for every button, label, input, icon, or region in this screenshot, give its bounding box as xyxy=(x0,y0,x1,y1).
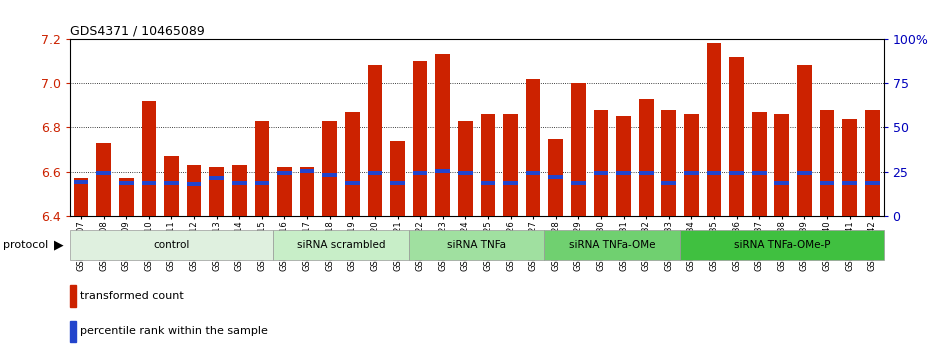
Bar xyxy=(865,181,880,185)
FancyBboxPatch shape xyxy=(409,230,544,260)
Bar xyxy=(797,171,812,175)
Bar xyxy=(119,178,134,216)
Bar xyxy=(323,173,337,177)
Bar xyxy=(593,171,608,176)
Bar xyxy=(413,61,428,216)
Bar xyxy=(209,167,224,216)
Bar xyxy=(367,171,382,176)
Bar xyxy=(843,119,857,216)
Text: siRNA TNFa-OMe-P: siRNA TNFa-OMe-P xyxy=(734,240,830,250)
Bar xyxy=(413,171,428,175)
Bar xyxy=(843,181,857,185)
Bar xyxy=(503,114,518,216)
Bar xyxy=(661,181,676,185)
Text: protocol: protocol xyxy=(3,240,48,250)
Bar xyxy=(97,143,111,216)
Bar xyxy=(277,167,292,216)
Bar xyxy=(345,112,360,216)
Bar xyxy=(323,121,337,216)
Bar xyxy=(277,171,292,175)
Bar xyxy=(299,169,314,173)
Bar xyxy=(819,181,834,185)
Bar xyxy=(345,181,360,185)
Bar xyxy=(70,285,75,307)
Bar xyxy=(255,181,269,185)
Text: percentile rank within the sample: percentile rank within the sample xyxy=(80,326,268,336)
Bar xyxy=(797,65,812,216)
Bar xyxy=(391,141,405,216)
Bar xyxy=(571,181,586,185)
Bar xyxy=(775,181,790,185)
Bar xyxy=(70,321,75,342)
Text: transformed count: transformed count xyxy=(80,291,184,301)
Bar xyxy=(232,181,246,185)
Text: siRNA TNFa-OMe: siRNA TNFa-OMe xyxy=(569,240,656,250)
Bar xyxy=(503,181,518,185)
Bar xyxy=(707,44,722,216)
Text: siRNA TNFa: siRNA TNFa xyxy=(447,240,506,250)
Bar xyxy=(481,181,496,185)
Bar xyxy=(187,182,202,186)
Bar xyxy=(571,83,586,216)
Bar xyxy=(164,181,179,185)
Bar xyxy=(367,65,382,216)
Bar xyxy=(684,114,698,216)
Bar xyxy=(255,121,269,216)
Bar xyxy=(617,116,631,216)
Bar xyxy=(751,112,766,216)
Bar xyxy=(729,57,744,216)
Bar xyxy=(819,110,834,216)
Text: control: control xyxy=(153,240,190,250)
Bar xyxy=(391,181,405,185)
FancyBboxPatch shape xyxy=(544,230,680,260)
Bar xyxy=(435,169,450,173)
Text: GDS4371 / 10465089: GDS4371 / 10465089 xyxy=(70,25,205,38)
Bar xyxy=(751,171,766,175)
FancyBboxPatch shape xyxy=(70,230,273,260)
Bar xyxy=(729,171,744,175)
Bar xyxy=(549,138,563,216)
Bar xyxy=(481,114,496,216)
Bar xyxy=(639,99,654,216)
FancyBboxPatch shape xyxy=(680,230,884,260)
Bar xyxy=(593,110,608,216)
Bar xyxy=(775,114,790,216)
Bar xyxy=(707,171,722,175)
Bar xyxy=(661,110,676,216)
Bar xyxy=(684,171,698,176)
Bar xyxy=(525,79,540,216)
Bar xyxy=(97,171,111,175)
Bar xyxy=(458,121,472,216)
Bar xyxy=(639,171,654,175)
Bar xyxy=(209,176,224,180)
Text: siRNA scrambled: siRNA scrambled xyxy=(297,240,385,250)
Text: ▶: ▶ xyxy=(54,239,63,252)
Bar xyxy=(458,171,472,175)
Bar xyxy=(73,180,88,184)
Bar xyxy=(525,171,540,175)
Bar xyxy=(232,165,246,216)
Bar xyxy=(299,167,314,216)
Bar xyxy=(141,181,156,185)
Bar xyxy=(549,175,563,179)
Bar xyxy=(164,156,179,216)
Bar xyxy=(865,110,880,216)
FancyBboxPatch shape xyxy=(273,230,409,260)
Bar xyxy=(187,165,202,216)
Bar xyxy=(119,181,134,185)
Bar xyxy=(73,178,88,216)
Bar xyxy=(141,101,156,216)
Bar xyxy=(617,171,631,176)
Bar xyxy=(435,55,450,216)
